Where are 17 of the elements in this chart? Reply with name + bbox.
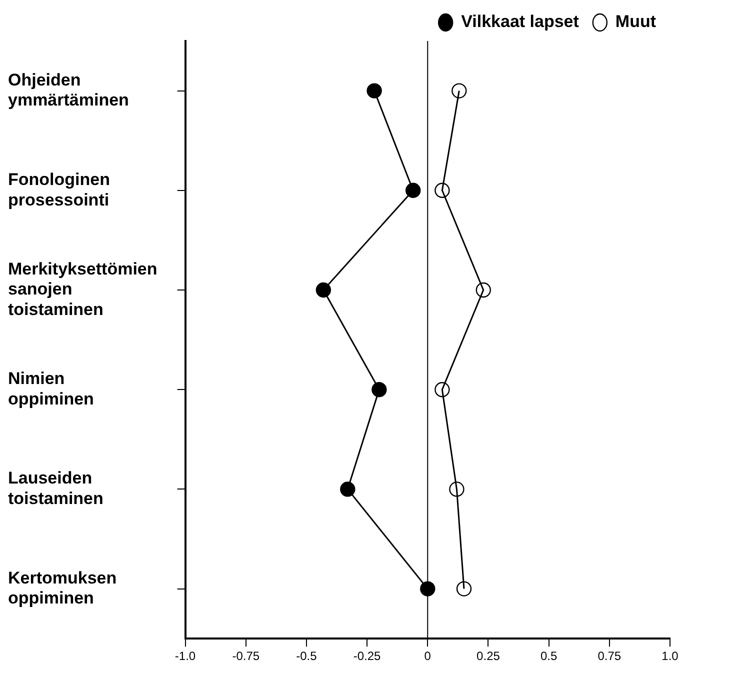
- x-tick-label: 1.0: [662, 649, 679, 664]
- legend-label: Vilkkaat lapset: [461, 12, 580, 32]
- x-tick-label: -0.25: [353, 649, 382, 664]
- x-tick-label: 0.75: [598, 649, 622, 664]
- x-tick-label: 0.5: [540, 649, 558, 664]
- y-tick-label: Lauseiden toistaminen: [8, 468, 104, 508]
- y-tick-label: Merkityksettömien sanojen toistaminen: [8, 259, 158, 320]
- x-tick-label: -0.75: [232, 649, 260, 664]
- y-tick-label: Kertomuksen oppiminen: [8, 568, 117, 608]
- x-tick-label: 0.25: [476, 649, 500, 664]
- y-tick-label: Nimien oppiminen: [8, 369, 94, 408]
- x-tick-label: -1.0: [174, 649, 196, 664]
- x-tick-label: -0.5: [296, 649, 318, 664]
- y-tick-label: Ohjeiden ymmärtäminen: [8, 70, 129, 110]
- y-tick-label: Fonologinen prosessointi: [8, 170, 110, 210]
- x-tick-label: 0: [424, 649, 432, 664]
- legend-label: Muut: [615, 12, 656, 32]
